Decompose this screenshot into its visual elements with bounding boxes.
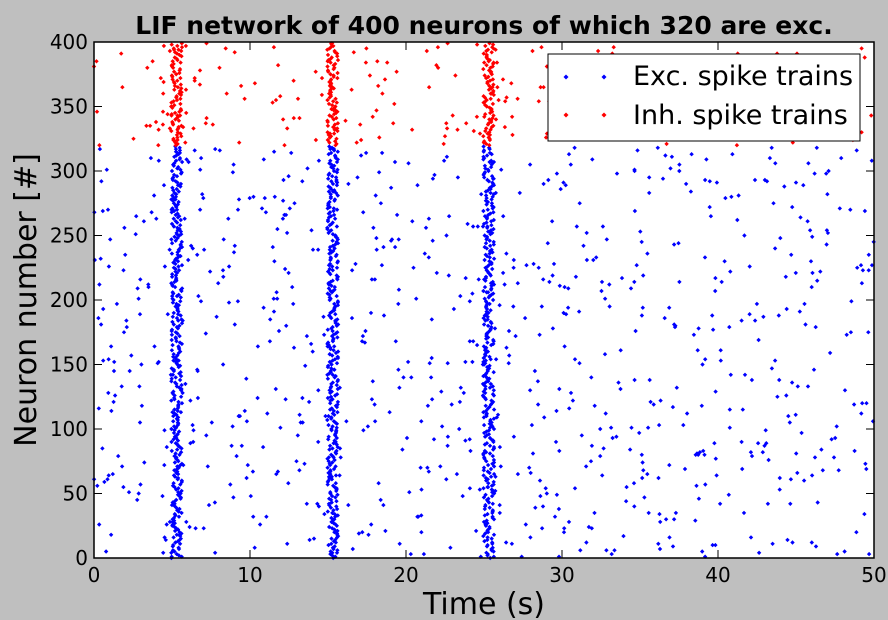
x-tick-label: 20: [393, 563, 418, 587]
spike-points-layer: [91, 41, 876, 561]
x-tick-label: 0: [88, 563, 101, 587]
y-tick-label: 150: [50, 353, 88, 377]
legend-label-exc: Exc. spike trains: [633, 61, 853, 92]
spike-points-inh: [91, 41, 874, 148]
y-tick-label: 200: [50, 288, 88, 312]
legend-marker-inh: [563, 112, 569, 118]
legend-marker-exc: [563, 74, 569, 80]
x-tick-label: 40: [705, 563, 730, 587]
chart-title: LIF network of 400 neurons of which 320 …: [135, 11, 832, 40]
legend-box: [547, 53, 861, 142]
y-tick-label: 0: [75, 546, 88, 570]
y-tick-label: 350: [50, 95, 88, 119]
burst-points-inh: [169, 41, 496, 148]
y-tick-label: 300: [50, 159, 88, 183]
legend-label-inh: Inh. spike trains: [633, 100, 848, 131]
y-tick-label: 250: [50, 224, 88, 248]
y-tick-label: 400: [50, 30, 88, 54]
x-tick-label: 10: [237, 563, 262, 587]
legend-marker-inh-2: [601, 112, 607, 118]
y-axis-label: Neuron number [#]: [9, 153, 44, 447]
legend: Exc. spike trains Inh. spike trains: [547, 53, 861, 142]
axis-ticks-layer: 0 10 20 30 40 50 0 50 100 150 200 250 300 350 400: [50, 30, 887, 587]
y-tick-label: 50: [63, 482, 88, 506]
x-tick-label: 30: [549, 563, 574, 587]
x-tick-label: 50: [861, 563, 886, 587]
x-axis-label: Time (s): [422, 587, 545, 620]
legend-marker-exc-2: [601, 74, 607, 80]
y-tick-label: 100: [50, 417, 88, 441]
